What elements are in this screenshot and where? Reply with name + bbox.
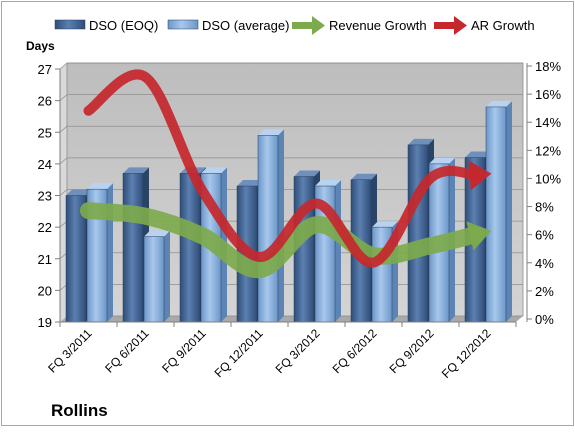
left-axis-tick-label: 23 — [38, 189, 52, 204]
left-axis-title: Days — [26, 39, 55, 53]
right-axis-tick-label: 10% — [535, 171, 561, 186]
legend-dso-average-label: DSO (average) — [202, 18, 289, 33]
lines-layer — [80, 69, 492, 279]
gridline-wall — [59, 189, 68, 196]
legend-dso-eoq-swatch — [54, 19, 86, 30]
legend-dso-average: DSO (average) — [167, 18, 289, 33]
right-axis-tick-label: 14% — [535, 115, 561, 130]
bar-dso-average — [143, 230, 170, 323]
right-axis-tick-label: 12% — [535, 143, 561, 158]
legend-dso-eoq: DSO (EOQ) — [54, 18, 158, 33]
left-axis-tick-label: 24 — [38, 157, 52, 172]
bar-dso-average — [257, 129, 284, 323]
plot-floor — [60, 316, 523, 322]
legend-ar-growth-label: AR Growth — [471, 18, 535, 33]
legend-layer: DSO (EOQ) DSO (average) Revenue Growth AR G… — [54, 16, 535, 35]
right-axis-tick-label: 18% — [535, 59, 561, 74]
legend-ar-growth: AR Growth — [434, 16, 535, 35]
legend-dso-eoq-label: DSO (EOQ) — [89, 18, 158, 33]
legend-revenue-growth-swatch-shaft — [292, 22, 312, 29]
right-axis-tick-label: 6% — [535, 228, 554, 243]
right-axis-tick-label: 0% — [535, 312, 554, 327]
ar-growth-line — [83, 69, 481, 268]
revenue-growth-arrowhead — [466, 221, 492, 251]
ar-growth-arrowhead — [468, 160, 492, 191]
bar-dso-average — [485, 100, 512, 323]
right-axis-tick-label: 8% — [535, 200, 554, 215]
left-axis-tick-label: 19 — [38, 315, 52, 330]
gridline-wall — [59, 62, 68, 70]
right-axis-tick-label: 16% — [535, 87, 561, 102]
legend-dso-average-swatch — [167, 19, 199, 30]
legend-revenue-growth-swatch-head — [312, 16, 325, 35]
left-axis-tick-label: 21 — [38, 252, 52, 267]
chart-title: Rollins — [51, 401, 108, 420]
legend-ar-growth-swatch-shaft — [434, 22, 454, 29]
right-axis-tick-label: 4% — [535, 256, 554, 271]
left-axis-tick-label: 27 — [38, 62, 52, 77]
gridline-wall — [59, 157, 68, 165]
legend-revenue-growth-label: Revenue Growth — [329, 18, 427, 33]
gridline-wall — [59, 94, 68, 101]
revenue-growth-line — [80, 202, 485, 279]
legend-ar-growth-swatch-head — [454, 16, 467, 35]
left-axis-tick-label: 26 — [38, 94, 52, 109]
legend-revenue-growth: Revenue Growth — [292, 16, 427, 35]
gridline-wall — [59, 125, 68, 133]
left-axis-tick-label: 20 — [38, 283, 52, 298]
left-axis-tick-label: 25 — [38, 125, 52, 140]
right-axis-tick-label: 2% — [535, 284, 554, 299]
left-axis-tick-label: 22 — [38, 220, 52, 235]
